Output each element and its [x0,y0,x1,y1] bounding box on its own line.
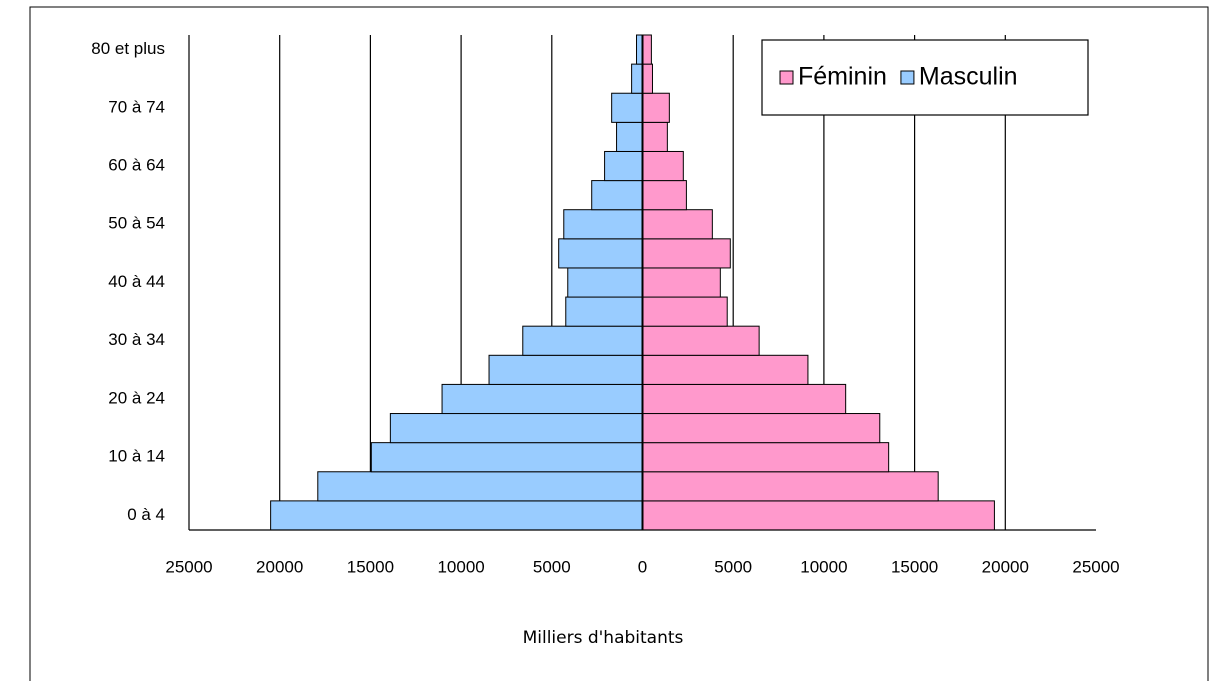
y-tick-label: 50 à 54 [108,214,165,233]
y-tick-label: 10 à 14 [108,447,165,466]
y-tick-label: 80 et plus [91,39,165,58]
y-tick-label: 30 à 34 [108,330,165,349]
x-tick-label: 15000 [347,557,394,576]
bar [270,500,643,531]
bar [642,383,847,415]
bar [642,180,687,211]
bar [642,63,653,94]
y-tick-label: 0 à 4 [127,505,165,524]
bar [642,92,670,123]
bar [642,121,668,152]
x-tick-label: 10000 [437,557,484,576]
x-tick-label: 15000 [891,557,938,576]
bar [642,471,939,502]
bar [642,238,731,269]
bar [642,150,684,182]
bar [317,471,643,502]
legend-box [761,39,1089,116]
bar [488,354,644,385]
bar [522,325,643,356]
bar [565,296,644,327]
bar [567,267,643,298]
legend-swatch [900,70,915,85]
bar [631,63,644,94]
y-tick-label: 40 à 44 [108,272,165,291]
bar [389,413,643,444]
legend-label: Masculin [919,63,1018,91]
bar [642,296,728,327]
bar [642,209,713,240]
bar [642,34,652,65]
bar [370,442,643,473]
bar [616,121,644,152]
y-tick-label: 70 à 74 [108,97,165,116]
x-tick-label: 20000 [982,557,1029,576]
bar [642,413,881,444]
x-tick-label: 10000 [800,557,847,576]
bar [591,180,644,211]
x-tick-label: 20000 [256,557,303,576]
bar [642,442,890,473]
bar [611,92,643,123]
bar [642,354,809,385]
legend-swatch [779,70,794,85]
x-tick-label: 25000 [165,557,212,576]
bar [604,150,644,182]
y-tick-label: 60 à 64 [108,156,165,175]
x-axis-label: Milliers d'habitants [523,628,684,648]
x-tick-label: 5000 [533,557,571,576]
bar [642,325,760,356]
bar [642,500,995,531]
x-tick-label: 0 [638,557,647,576]
bar [441,383,644,415]
y-tick-label: 20 à 24 [108,388,165,407]
x-tick-label: 5000 [714,557,752,576]
bar [563,209,643,240]
x-tick-label: 25000 [1072,557,1119,576]
bar [642,267,721,298]
legend-label: Féminin [798,63,887,91]
bar [558,238,643,269]
